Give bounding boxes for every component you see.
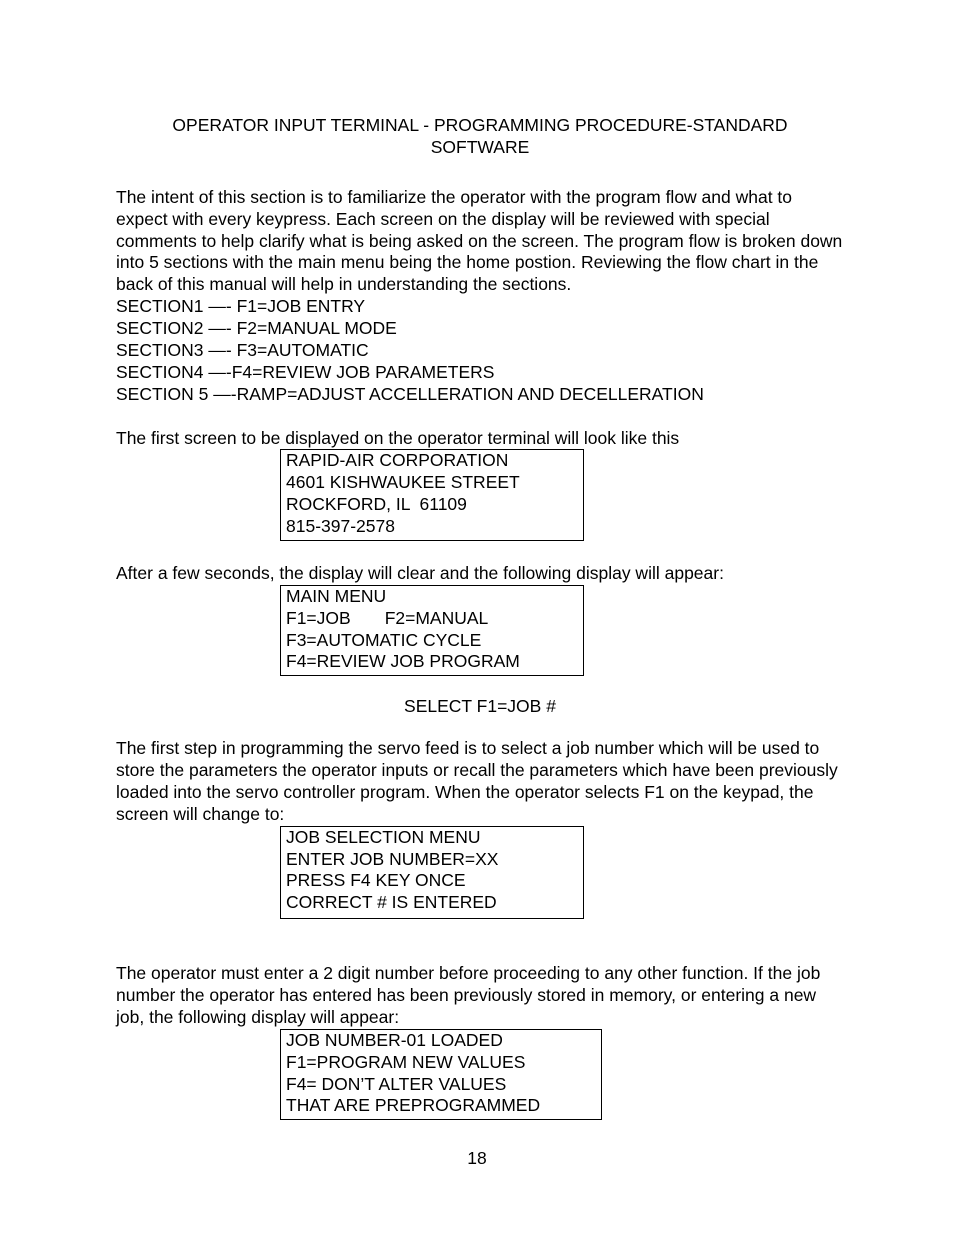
- paragraph-2: The first step in programming the servo …: [116, 738, 844, 826]
- terminal-screen-3: JOB SELECTION MENU ENTER JOB NUMBER=XX P…: [280, 826, 584, 920]
- sections-list: SECTION1 —- F1=JOB ENTRY SECTION2 —- F2=…: [116, 296, 844, 405]
- screen4-row2: F1=PROGRAM NEW VALUES: [286, 1052, 596, 1074]
- section-1: SECTION1 —- F1=JOB ENTRY: [116, 296, 844, 318]
- screen4-row1: JOB NUMBER-01 LOADED: [286, 1030, 596, 1052]
- screen3-row4: CORRECT # IS ENTERED: [286, 892, 578, 914]
- screen3-row2: ENTER JOB NUMBER=XX: [286, 849, 578, 871]
- section-5: SECTION 5 —-RAMP=ADJUST ACCELLERATION AN…: [116, 384, 844, 406]
- terminal-screen-2: MAIN MENU F1=JOB F2=MANUAL F3=AUTOMATIC …: [280, 585, 584, 677]
- subheading-select-f1: SELECT F1=JOB #: [116, 696, 844, 718]
- intro-paragraph: The intent of this section is to familia…: [116, 187, 844, 296]
- section-3: SECTION3 —- F3=AUTOMATIC: [116, 340, 844, 362]
- screen1-row2: 4601 KISHWAUKEE STREET: [286, 472, 578, 494]
- terminal-screen-1: RAPID-AIR CORPORATION 4601 KISHWAUKEE ST…: [280, 449, 584, 541]
- screen2-row2: F1=JOB F2=MANUAL: [286, 608, 578, 630]
- section-4: SECTION4 —-F4=REVIEW JOB PARAMETERS: [116, 362, 844, 384]
- screen2-row1: MAIN MENU: [286, 586, 578, 608]
- paragraph-3: The operator must enter a 2 digit number…: [116, 963, 844, 1029]
- screen3-row3: PRESS F4 KEY ONCE: [286, 870, 578, 892]
- page-number: 18: [0, 1148, 954, 1170]
- document-title: OPERATOR INPUT TERMINAL - PROGRAMMING PR…: [116, 115, 844, 159]
- screen3-row1: JOB SELECTION MENU: [286, 827, 578, 849]
- screen1-row1: RAPID-AIR CORPORATION: [286, 450, 578, 472]
- section-2: SECTION2 —- F2=MANUAL MODE: [116, 318, 844, 340]
- title-line-2: SOFTWARE: [116, 137, 844, 159]
- screen2-row3: F3=AUTOMATIC CYCLE: [286, 630, 578, 652]
- lead-text-1: The first screen to be displayed on the …: [116, 428, 844, 450]
- screen2-row4: F4=REVIEW JOB PROGRAM: [286, 651, 578, 673]
- screen1-row3: ROCKFORD, IL 61109: [286, 494, 578, 516]
- title-line-1: OPERATOR INPUT TERMINAL - PROGRAMMING PR…: [116, 115, 844, 137]
- screen4-row4: THAT ARE PREPROGRAMMED: [286, 1095, 596, 1117]
- document-page: OPERATOR INPUT TERMINAL - PROGRAMMING PR…: [0, 0, 954, 1235]
- lead-text-2: After a few seconds, the display will cl…: [116, 563, 844, 585]
- terminal-screen-4: JOB NUMBER-01 LOADED F1=PROGRAM NEW VALU…: [280, 1029, 602, 1121]
- screen4-row3: F4= DON’T ALTER VALUES: [286, 1074, 596, 1096]
- screen1-row4: 815-397-2578: [286, 516, 578, 538]
